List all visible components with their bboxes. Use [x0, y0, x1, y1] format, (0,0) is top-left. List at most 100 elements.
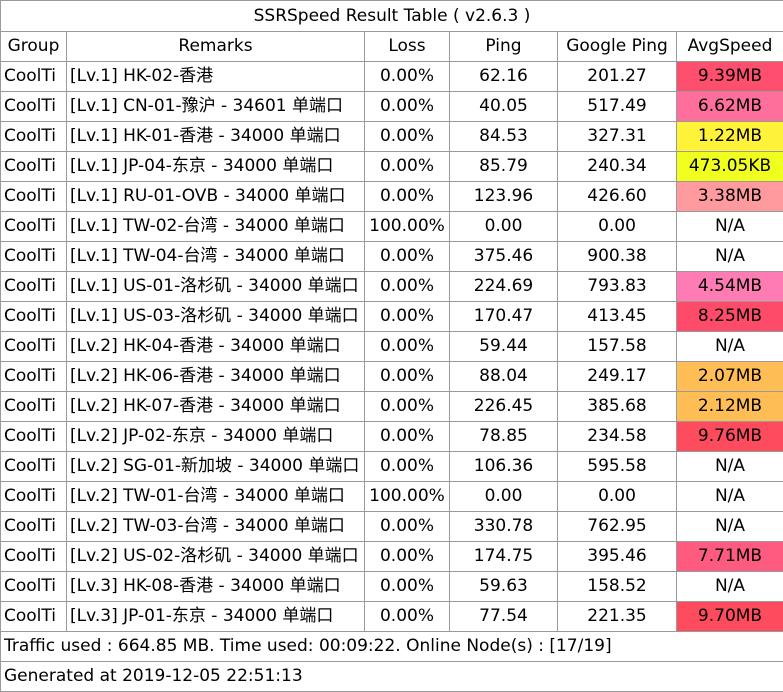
cell-remarks: [Lv.2] TW-03-台湾 - 34000 单端口 — [67, 512, 365, 542]
cell-avg-speed: 7.71MB — [677, 542, 783, 572]
cell-group: CoolTi — [1, 512, 67, 542]
cell-google-ping: 900.38 — [558, 242, 677, 272]
cell-group: CoolTi — [1, 152, 67, 182]
cell-google-ping: 762.95 — [558, 512, 677, 542]
cell-ping: 123.96 — [450, 182, 558, 212]
cell-avg-speed: 8.25MB — [677, 302, 783, 332]
cell-avg-speed: N/A — [677, 212, 783, 242]
cell-loss: 0.00% — [365, 242, 450, 272]
cell-ping: 77.54 — [450, 602, 558, 632]
cell-remarks: [Lv.1] JP-04-东京 - 34000 单端口 — [67, 152, 365, 182]
cell-avg-speed: 4.54MB — [677, 272, 783, 302]
cell-google-ping: 201.27 — [558, 62, 677, 92]
cell-loss: 0.00% — [365, 392, 450, 422]
cell-remarks: [Lv.3] JP-01-东京 - 34000 单端口 — [67, 602, 365, 632]
cell-remarks: [Lv.2] JP-02-东京 - 34000 单端口 — [67, 422, 365, 452]
cell-loss: 0.00% — [365, 602, 450, 632]
cell-avg-speed: N/A — [677, 242, 783, 272]
cell-ping: 84.53 — [450, 122, 558, 152]
cell-group: CoolTi — [1, 422, 67, 452]
cell-loss: 0.00% — [365, 182, 450, 212]
cell-ping: 0.00 — [450, 482, 558, 512]
cell-loss: 0.00% — [365, 62, 450, 92]
table-title: SSRSpeed Result Table ( v2.6.3 ) — [1, 1, 783, 32]
cell-avg-speed: N/A — [677, 512, 783, 542]
cell-ping: 0.00 — [450, 212, 558, 242]
cell-avg-speed: 1.22MB — [677, 122, 783, 152]
cell-ping: 375.46 — [450, 242, 558, 272]
header-avg-speed: AvgSpeed — [677, 32, 783, 62]
cell-loss: 0.00% — [365, 152, 450, 182]
cell-remarks: [Lv.2] HK-04-香港 - 34000 单端口 — [67, 332, 365, 362]
header-row: Group Remarks Loss Ping Google Ping AvgS… — [1, 32, 783, 62]
cell-avg-speed: 473.05KB — [677, 152, 783, 182]
cell-loss: 0.00% — [365, 122, 450, 152]
cell-google-ping: 385.68 — [558, 392, 677, 422]
cell-google-ping: 517.49 — [558, 92, 677, 122]
cell-avg-speed: N/A — [677, 332, 783, 362]
cell-remarks: [Lv.2] TW-01-台湾 - 34000 单端口 — [67, 482, 365, 512]
cell-group: CoolTi — [1, 62, 67, 92]
cell-group: CoolTi — [1, 392, 67, 422]
cell-google-ping: 221.35 — [558, 602, 677, 632]
cell-loss: 0.00% — [365, 542, 450, 572]
cell-group: CoolTi — [1, 92, 67, 122]
cell-group: CoolTi — [1, 272, 67, 302]
cell-ping: 224.69 — [450, 272, 558, 302]
cell-google-ping: 249.17 — [558, 362, 677, 392]
footer-traffic-row: Traffic used : 664.85 MB. Time used: 00:… — [1, 632, 783, 662]
cell-remarks: [Lv.1] TW-04-台湾 - 34000 单端口 — [67, 242, 365, 272]
cell-loss: 100.00% — [365, 212, 450, 242]
cell-remarks: [Lv.2] US-02-洛杉矶 - 34000 单端口 — [67, 542, 365, 572]
cell-avg-speed: N/A — [677, 452, 783, 482]
cell-avg-speed: N/A — [677, 482, 783, 512]
cell-google-ping: 240.34 — [558, 152, 677, 182]
cell-google-ping: 426.60 — [558, 182, 677, 212]
cell-remarks: [Lv.1] US-01-洛杉矶 - 34000 单端口 — [67, 272, 365, 302]
cell-google-ping: 234.58 — [558, 422, 677, 452]
cell-avg-speed: 6.62MB — [677, 92, 783, 122]
cell-avg-speed: 9.76MB — [677, 422, 783, 452]
cell-avg-speed: 2.07MB — [677, 362, 783, 392]
cell-group: CoolTi — [1, 212, 67, 242]
cell-loss: 0.00% — [365, 362, 450, 392]
cell-group: CoolTi — [1, 452, 67, 482]
cell-loss: 0.00% — [365, 572, 450, 602]
cell-ping: 106.36 — [450, 452, 558, 482]
cell-ping: 40.05 — [450, 92, 558, 122]
cell-remarks: [Lv.1] CN-01-豫沪 - 34601 单端口 — [67, 92, 365, 122]
cell-ping: 59.44 — [450, 332, 558, 362]
cell-group: CoolTi — [1, 302, 67, 332]
cell-ping: 85.79 — [450, 152, 558, 182]
cell-ping: 170.47 — [450, 302, 558, 332]
cell-remarks: [Lv.1] HK-01-香港 - 34000 单端口 — [67, 122, 365, 152]
cell-ping: 174.75 — [450, 542, 558, 572]
cell-ping: 330.78 — [450, 512, 558, 542]
cell-ping: 78.85 — [450, 422, 558, 452]
cell-google-ping: 395.46 — [558, 542, 677, 572]
cell-google-ping: 0.00 — [558, 482, 677, 512]
cell-remarks: [Lv.1] HK-02-香港 — [67, 62, 365, 92]
header-ping: Ping — [450, 32, 558, 62]
cell-loss: 100.00% — [365, 482, 450, 512]
cell-google-ping: 0.00 — [558, 212, 677, 242]
cell-loss: 0.00% — [365, 452, 450, 482]
cell-avg-speed: 9.39MB — [677, 62, 783, 92]
cell-remarks: [Lv.1] RU-01-OVB - 34000 单端口 — [67, 182, 365, 212]
cell-ping: 62.16 — [450, 62, 558, 92]
cell-remarks: [Lv.1] US-03-洛杉矶 - 34000 单端口 — [67, 302, 365, 332]
cell-loss: 0.00% — [365, 272, 450, 302]
